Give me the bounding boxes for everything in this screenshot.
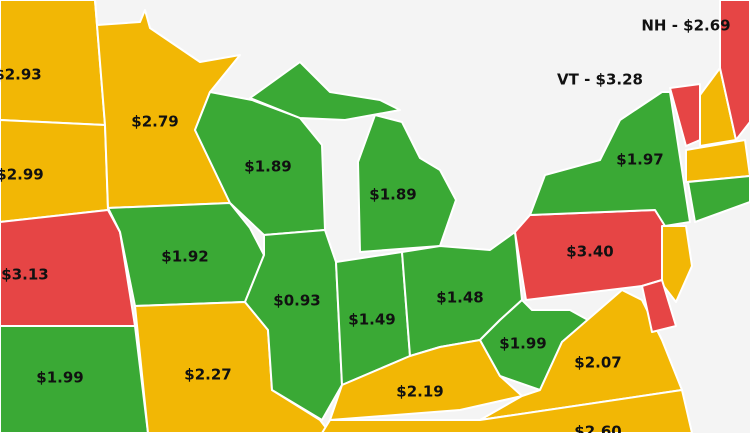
state-mi: [357, 114, 457, 253]
state-mi-upper: [249, 61, 401, 121]
state-tn: [321, 389, 693, 433]
callout-label: VT - $3.28: [557, 71, 643, 89]
state-nj: [661, 225, 693, 303]
price-label: $2.99: [0, 166, 44, 184]
price-label: $1.89: [369, 186, 416, 204]
price-label: $2.19: [396, 383, 443, 401]
price-label: $2.93: [0, 66, 42, 84]
state-md-de: [641, 279, 677, 333]
state-me: [719, 0, 750, 141]
price-label: $1.48: [436, 289, 483, 307]
price-label: $1.99: [36, 369, 83, 387]
state-ne: [0, 209, 136, 327]
price-label: $3.13: [1, 266, 48, 284]
state-ct-ri: [687, 175, 750, 223]
price-label: $3.40: [566, 243, 613, 261]
price-label: $2.07: [574, 354, 621, 372]
price-label: $1.97: [616, 151, 663, 169]
price-label: $1.49: [348, 311, 395, 329]
state-ma: [685, 139, 750, 183]
state-ny: [529, 91, 691, 227]
price-labels: $2.93 $2.99 $3.13 $1.99 $2.79 $1.89 $1.8…: [0, 17, 731, 433]
state-ks: [0, 325, 149, 433]
price-label: $1.89: [244, 158, 291, 176]
price-label: $2.27: [184, 366, 231, 384]
price-label: $0.93: [273, 292, 320, 310]
price-label: $2.79: [131, 113, 178, 131]
price-label: $1.92: [161, 248, 208, 266]
price-label: $1.99: [499, 335, 546, 353]
callout-label: NH - $2.69: [641, 17, 730, 35]
state-nd: [0, 0, 106, 126]
state-il: [244, 229, 343, 421]
state-wi: [194, 91, 326, 236]
price-label: $2.60: [574, 423, 621, 433]
